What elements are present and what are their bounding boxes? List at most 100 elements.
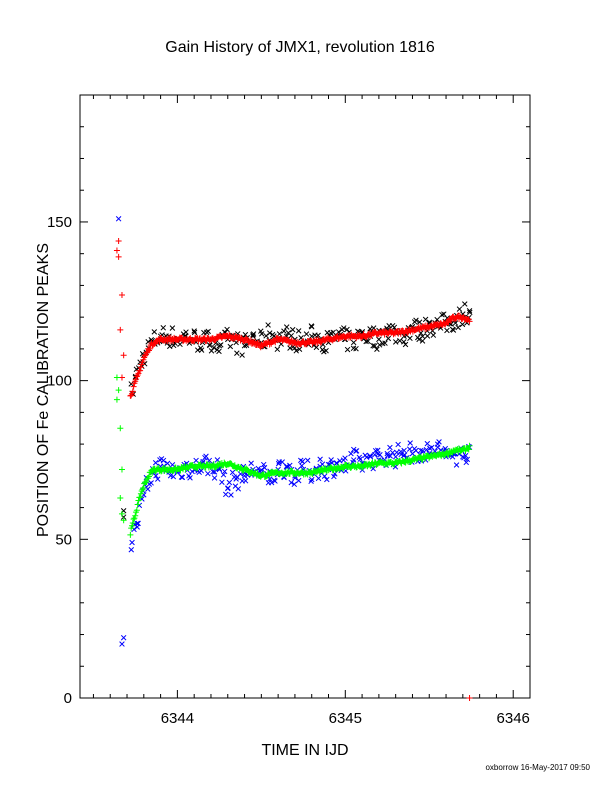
series-1-point <box>137 367 144 374</box>
series-2-point <box>211 475 218 481</box>
series-0-point <box>434 316 440 323</box>
series-0-point <box>308 333 315 339</box>
series-2-point <box>233 476 239 482</box>
series-2-point <box>228 492 234 498</box>
series-3-point <box>130 516 137 523</box>
series-2-point <box>350 457 357 463</box>
series-3-point <box>466 442 473 449</box>
series-2-point <box>187 475 193 481</box>
series-0-point <box>191 328 197 334</box>
series-0-point <box>341 325 347 331</box>
series-3-point <box>465 446 472 453</box>
series-2-point <box>424 440 431 447</box>
series-3-point <box>133 507 140 514</box>
series-2-point <box>261 464 268 471</box>
series-2-point <box>164 460 171 467</box>
series-2-point <box>287 462 293 469</box>
series-0-point <box>385 335 392 342</box>
series-1-point <box>146 345 153 352</box>
series-2-point <box>348 450 354 457</box>
x-tick-label: 6344 <box>161 710 194 727</box>
series-2-point <box>248 460 254 467</box>
series-2-point <box>357 456 364 462</box>
early-green-plus <box>117 495 124 502</box>
early-red-plus <box>118 291 125 298</box>
series-2-point <box>409 450 416 457</box>
series-2-point <box>219 479 225 485</box>
early-green-plus <box>115 387 122 394</box>
early-green-plus <box>113 396 120 403</box>
series-2-point <box>342 455 348 461</box>
plot-frame <box>79 94 531 699</box>
series-0-point <box>309 324 315 330</box>
series-0-point <box>467 309 473 316</box>
series-2-point <box>407 440 413 446</box>
series-1-point <box>447 317 454 324</box>
early-blue-cross <box>119 641 125 647</box>
early-red-plus <box>117 326 124 333</box>
series-2-point <box>460 454 466 460</box>
x-tick-label: 6345 <box>329 710 362 727</box>
series-0-point <box>169 325 176 331</box>
series-0-point <box>289 326 296 333</box>
series-0-point <box>455 324 461 331</box>
series-0-point <box>211 344 217 351</box>
series-3-point <box>128 522 135 529</box>
series-0-point <box>224 326 230 333</box>
series-0-point <box>166 343 173 350</box>
series-0-point <box>397 337 403 344</box>
series-0-point <box>315 332 321 339</box>
series-2-point <box>291 481 298 488</box>
series-0-point <box>287 345 293 351</box>
series-2-point <box>266 476 273 482</box>
series-2-point <box>200 458 206 465</box>
series-0-point <box>382 340 388 346</box>
series-2-point <box>377 451 383 458</box>
series-2-point <box>179 474 186 481</box>
axes: 0 50 100 150 6344 6345 6346 <box>47 94 531 727</box>
series-0-point <box>439 311 445 318</box>
early-green-plus <box>120 517 127 524</box>
series-0-point <box>413 317 419 324</box>
series-2-point <box>242 478 249 484</box>
series-0-point <box>353 345 359 352</box>
series-2-point <box>275 460 282 467</box>
series-2-point <box>225 485 231 492</box>
series-2-point <box>392 454 399 460</box>
series-0-point <box>416 319 423 325</box>
series-2-point <box>205 470 211 477</box>
series-0-point <box>128 381 134 387</box>
series-2-point <box>308 478 314 485</box>
series-2-point <box>222 491 229 498</box>
series-0-point <box>191 329 198 336</box>
series-2-point <box>423 446 430 453</box>
series-2-point <box>229 469 236 476</box>
early-blue-cross <box>120 634 127 641</box>
series-2-point <box>135 520 141 527</box>
series-1-point <box>272 339 279 346</box>
series-2-point <box>210 468 216 475</box>
series-2-point <box>154 476 161 482</box>
series-2-point <box>220 472 227 478</box>
series-0-point <box>177 341 183 348</box>
early-red-plus <box>120 352 127 359</box>
series-3-point <box>134 501 141 508</box>
series-2-point <box>309 476 315 483</box>
series-2-point <box>129 539 135 546</box>
series-0-point <box>283 324 290 330</box>
series-2-point <box>462 452 469 459</box>
series-0-point <box>363 338 369 345</box>
series-2-point <box>128 547 135 553</box>
series-2-point <box>272 478 278 484</box>
series-1-point <box>133 376 140 383</box>
series-2-point <box>434 444 441 451</box>
early-green-plus <box>117 425 124 432</box>
series-0-point <box>392 339 399 345</box>
series-0-point <box>227 343 234 350</box>
series-2-point <box>453 462 460 468</box>
series-0-point <box>241 342 248 349</box>
series-0-point <box>450 327 457 333</box>
series-2-point <box>393 449 400 456</box>
series-2-point <box>299 458 306 465</box>
